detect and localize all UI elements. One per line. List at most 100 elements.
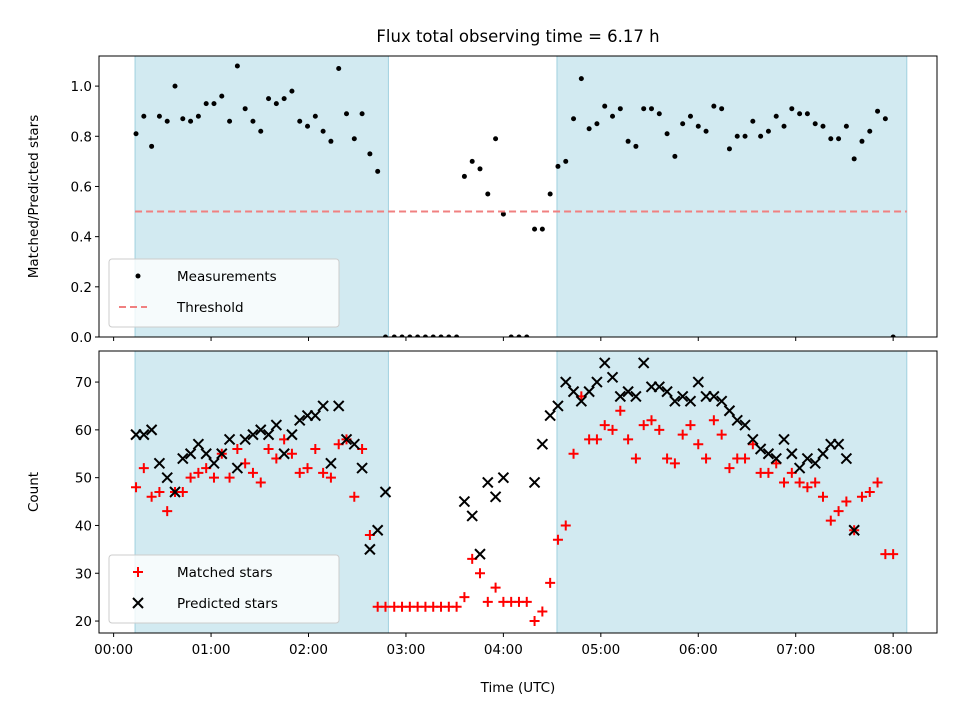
data-point (340, 433, 353, 446)
data-point (422, 334, 428, 337)
data-point (466, 510, 478, 522)
data-point (415, 334, 421, 337)
data-point (773, 113, 779, 119)
data-point (677, 429, 688, 440)
data-point (654, 424, 665, 435)
y-tick-label: 60 (75, 423, 92, 439)
data-point (489, 491, 502, 503)
data-point (599, 357, 611, 369)
data-point (367, 151, 373, 157)
x-tick-label: 05:00 (581, 642, 620, 658)
y-tick-label: 70 (75, 375, 92, 391)
data-point (555, 163, 561, 169)
data-point (208, 457, 220, 470)
data-point (778, 433, 790, 446)
data-point (615, 405, 626, 416)
data-point (828, 136, 834, 142)
data-point (740, 453, 751, 464)
data-point (856, 491, 867, 502)
data-point (552, 400, 564, 412)
data-point (138, 428, 150, 441)
y-tick-label: 40 (75, 518, 92, 534)
data-point (672, 153, 678, 159)
data-point (817, 448, 829, 460)
data-point (794, 477, 805, 488)
data-point (622, 385, 634, 398)
data-point (149, 143, 155, 149)
data-point (591, 376, 603, 388)
data-point (231, 462, 244, 474)
data-point (633, 143, 639, 149)
data-point (325, 457, 337, 470)
data-point (763, 467, 774, 478)
data-point (146, 491, 157, 502)
x-tick-label: 06:00 (679, 642, 718, 658)
data-point (312, 113, 318, 119)
data-point (701, 453, 712, 464)
data-point (664, 131, 670, 137)
data-point (508, 334, 514, 337)
data-point (568, 448, 579, 459)
y-tick-label: 0.0 (71, 330, 92, 346)
data-point (451, 601, 462, 612)
data-point (693, 439, 704, 450)
data-point (750, 118, 756, 124)
data-point (297, 118, 303, 124)
data-point (841, 496, 852, 507)
data-point (552, 534, 563, 545)
plot-area (130, 357, 899, 627)
data-point (266, 96, 272, 102)
data-point (669, 458, 680, 469)
data-point (255, 424, 267, 436)
data-point (859, 138, 865, 144)
data-point (250, 118, 256, 124)
data-point (646, 415, 657, 426)
data-point (192, 438, 205, 450)
data-point (458, 495, 471, 508)
data-point (309, 409, 322, 422)
data-point (888, 549, 899, 560)
data-point (607, 424, 618, 435)
data-point (320, 128, 326, 134)
data-point (188, 118, 194, 124)
data-point (692, 376, 704, 388)
data-point (882, 116, 888, 122)
data-point (723, 405, 736, 417)
data-point (154, 487, 165, 497)
data-point (804, 111, 810, 117)
data-point (474, 568, 485, 579)
data-point (833, 506, 844, 517)
data-point (255, 477, 266, 488)
data-point (294, 467, 305, 478)
data-point (594, 121, 600, 127)
data-point (529, 616, 540, 627)
data-point (724, 463, 735, 474)
y-tick-label: 0.4 (71, 230, 92, 246)
data-point (153, 457, 166, 470)
data-point (364, 543, 376, 556)
data-point (599, 420, 610, 431)
data-point (289, 88, 295, 94)
data-point (545, 577, 556, 588)
data-point (224, 472, 235, 483)
data-point (273, 101, 279, 107)
data-point (177, 487, 188, 497)
data-point (382, 334, 388, 337)
legend: Measurements Threshold (108, 258, 340, 328)
data-point (623, 434, 634, 445)
data-point (770, 452, 782, 465)
data-point (591, 434, 602, 445)
data-point (332, 400, 345, 412)
data-point (708, 390, 720, 403)
data-point (747, 433, 759, 446)
data-point (765, 128, 771, 134)
data-point (872, 477, 883, 488)
data-point (446, 334, 452, 337)
data-point (156, 113, 162, 119)
data-point (232, 443, 243, 454)
data-point (731, 414, 743, 427)
data-point (563, 158, 569, 164)
data-point (544, 409, 556, 422)
x-tick-label: 07:00 (776, 642, 815, 658)
data-point (482, 596, 493, 607)
